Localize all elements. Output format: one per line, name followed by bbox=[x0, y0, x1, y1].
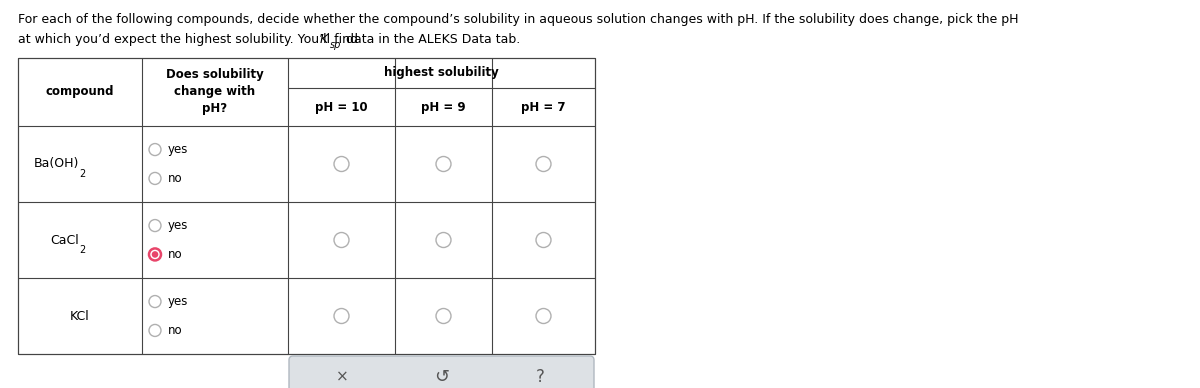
Text: no: no bbox=[168, 324, 182, 337]
Text: 2: 2 bbox=[79, 245, 85, 255]
Text: ↺: ↺ bbox=[434, 368, 449, 386]
Text: no: no bbox=[168, 172, 182, 185]
Text: K: K bbox=[319, 33, 328, 46]
Text: ×: × bbox=[336, 369, 349, 385]
Circle shape bbox=[536, 156, 551, 171]
Circle shape bbox=[149, 324, 161, 336]
Text: Does solubility
change with
pH?: Does solubility change with pH? bbox=[166, 69, 264, 116]
Circle shape bbox=[334, 156, 349, 171]
Text: KCl: KCl bbox=[70, 310, 90, 322]
Text: CaCl: CaCl bbox=[50, 234, 79, 246]
Circle shape bbox=[436, 232, 451, 248]
Text: no: no bbox=[168, 248, 182, 261]
Text: pH = 9: pH = 9 bbox=[421, 100, 466, 114]
Circle shape bbox=[149, 172, 161, 184]
Text: at which you’d expect the highest solubility. You’ll find: at which you’d expect the highest solubi… bbox=[18, 33, 362, 46]
Text: yes: yes bbox=[168, 295, 188, 308]
Circle shape bbox=[334, 308, 349, 324]
Circle shape bbox=[436, 156, 451, 171]
Circle shape bbox=[536, 308, 551, 324]
Circle shape bbox=[536, 232, 551, 248]
FancyBboxPatch shape bbox=[289, 356, 594, 388]
Text: data in the ALEKS Data tab.: data in the ALEKS Data tab. bbox=[342, 33, 520, 46]
Text: ?: ? bbox=[536, 368, 545, 386]
Circle shape bbox=[151, 251, 158, 258]
Circle shape bbox=[436, 308, 451, 324]
Circle shape bbox=[149, 144, 161, 156]
Text: For each of the following compounds, decide whether the compound’s solubility in: For each of the following compounds, dec… bbox=[18, 13, 1019, 26]
Text: yes: yes bbox=[168, 143, 188, 156]
Text: pH = 10: pH = 10 bbox=[316, 100, 368, 114]
Text: compound: compound bbox=[46, 85, 114, 99]
Text: yes: yes bbox=[168, 219, 188, 232]
Circle shape bbox=[149, 248, 161, 260]
Bar bbox=[18, 58, 595, 354]
Text: highest solubility: highest solubility bbox=[384, 66, 499, 80]
Text: 2: 2 bbox=[79, 169, 85, 179]
Text: sp: sp bbox=[330, 40, 341, 50]
Text: Ba(OH): Ba(OH) bbox=[34, 158, 79, 170]
Circle shape bbox=[334, 232, 349, 248]
Circle shape bbox=[149, 220, 161, 232]
Text: pH = 7: pH = 7 bbox=[521, 100, 565, 114]
Circle shape bbox=[149, 296, 161, 308]
